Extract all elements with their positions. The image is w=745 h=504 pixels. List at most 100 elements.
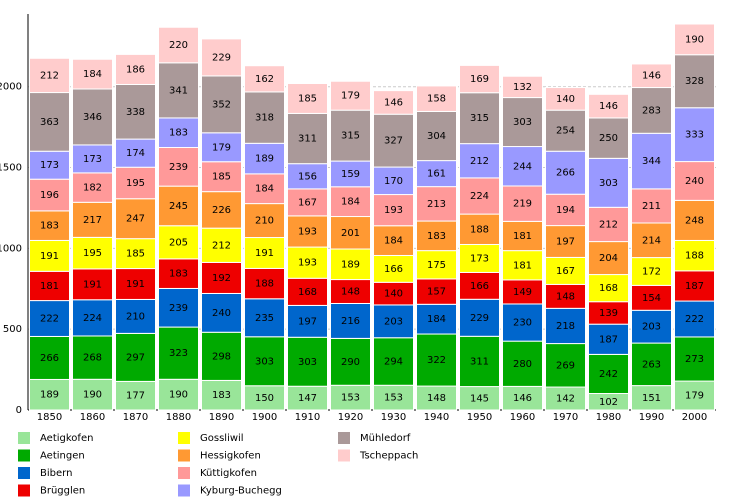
- bar-segment: [72, 88, 113, 146]
- x-tick-label: 1930: [381, 412, 406, 423]
- bar-segment: [674, 270, 715, 302]
- value-label: 328: [685, 76, 704, 87]
- value-label: 154: [642, 293, 661, 304]
- bar-segment: [115, 138, 156, 168]
- bar-segment: [330, 160, 371, 188]
- value-label: 247: [126, 214, 145, 225]
- value-label: 195: [126, 178, 145, 189]
- value-label: 183: [212, 390, 231, 401]
- bar-segment: [502, 97, 543, 148]
- bar-segment: [72, 58, 113, 90]
- bar-segment: [29, 300, 70, 337]
- value-label: 273: [685, 354, 704, 365]
- bar-segment: [72, 172, 113, 203]
- value-label: 150: [255, 393, 274, 404]
- bar-segment: [72, 299, 113, 337]
- value-label: 148: [556, 291, 575, 302]
- value-label: 327: [384, 136, 403, 147]
- value-label: 254: [556, 126, 575, 137]
- bar-segment: [158, 287, 199, 328]
- value-label: 217: [83, 215, 102, 226]
- bar-segment: [287, 83, 328, 114]
- value-label: 187: [685, 281, 704, 292]
- value-label: 333: [685, 130, 704, 141]
- value-label: 173: [40, 160, 59, 171]
- legend-swatch: [178, 432, 190, 444]
- x-tick-label: 1950: [467, 412, 492, 423]
- value-label: 188: [255, 279, 274, 290]
- bar-segment: [416, 250, 457, 280]
- legend-swatch: [18, 484, 30, 497]
- value-label: 167: [556, 266, 575, 277]
- value-label: 224: [470, 191, 489, 202]
- bar-segment: [588, 206, 629, 243]
- bar-segment: [115, 166, 156, 200]
- legend-label: Küttigkofen: [200, 468, 257, 479]
- x-tick-label: 1920: [338, 412, 363, 423]
- value-label: 170: [384, 176, 403, 187]
- value-label: 167: [298, 197, 317, 208]
- value-label: 245: [169, 201, 188, 212]
- value-label: 212: [470, 156, 489, 167]
- bar-segment: [674, 23, 715, 56]
- value-label: 344: [642, 156, 661, 167]
- value-label: 229: [470, 313, 489, 324]
- value-label: 280: [513, 359, 532, 370]
- value-label: 315: [341, 131, 360, 142]
- bar-segment: [330, 80, 371, 111]
- value-label: 297: [126, 352, 145, 363]
- value-label: 222: [40, 314, 59, 325]
- bar-segment: [416, 186, 457, 222]
- value-label: 235: [255, 313, 274, 324]
- bar-segment: [244, 385, 285, 411]
- value-label: 211: [642, 201, 661, 212]
- value-label: 244: [513, 161, 532, 172]
- bar-segment: [545, 87, 586, 111]
- legend-label: Gossliwil: [200, 433, 244, 444]
- bar-segment: [115, 83, 156, 140]
- value-label: 303: [298, 357, 317, 368]
- bar-segment: [373, 113, 414, 168]
- bar-segment: [72, 144, 113, 174]
- bar-segment: [201, 379, 242, 411]
- bar-segment: [502, 279, 543, 305]
- bar-segment: [287, 246, 328, 279]
- bar-segment: [631, 63, 672, 89]
- x-tick-label: 1860: [80, 412, 105, 423]
- value-label: 184: [384, 236, 403, 247]
- bar-segment: [244, 298, 285, 338]
- value-label: 229: [212, 52, 231, 63]
- legend-swatch: [338, 432, 350, 444]
- value-label: 188: [685, 251, 704, 262]
- value-label: 216: [341, 316, 360, 327]
- bar-segment: [72, 335, 113, 380]
- bar-segment: [545, 193, 586, 227]
- value-label: 311: [470, 356, 489, 367]
- bar-segment: [244, 237, 285, 269]
- bar-segment: [502, 75, 543, 99]
- value-label: 322: [427, 355, 446, 366]
- legend-label: Tscheppach: [359, 451, 418, 462]
- value-label: 183: [427, 231, 446, 242]
- value-label: 184: [83, 69, 102, 80]
- value-label: 166: [470, 281, 489, 292]
- value-label: 186: [126, 64, 145, 75]
- value-label: 146: [513, 393, 532, 404]
- x-tick-label: 2000: [682, 412, 707, 423]
- value-label: 230: [513, 318, 532, 329]
- bar-segment: [201, 75, 242, 134]
- value-label: 224: [83, 313, 102, 324]
- bar-segment: [244, 336, 285, 387]
- bar-segment: [459, 213, 500, 245]
- value-label: 179: [341, 91, 360, 102]
- value-label: 220: [169, 40, 188, 51]
- bar-segment: [502, 146, 543, 187]
- value-label: 175: [427, 260, 446, 271]
- value-label: 250: [599, 133, 618, 144]
- bar-segment: [158, 258, 199, 289]
- value-label: 148: [341, 287, 360, 298]
- bar-segment: [72, 378, 113, 411]
- bar-segment: [72, 268, 113, 301]
- value-label: 213: [427, 199, 446, 210]
- value-label: 168: [298, 287, 317, 298]
